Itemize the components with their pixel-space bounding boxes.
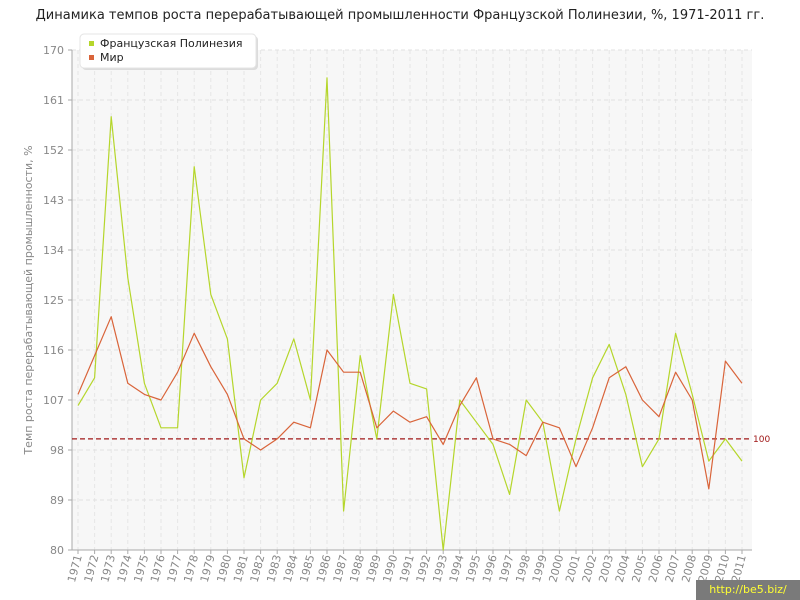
series-line-1 [77, 316, 743, 490]
y-tick-label: 161 [43, 94, 64, 107]
y-tick-label: 107 [43, 394, 64, 407]
y-tick-label: 170 [43, 44, 64, 57]
y-tick-label: 89 [50, 494, 64, 507]
y-axis-title: Темп роста перерабатывающей промышленнос… [22, 145, 35, 455]
legend-box [79, 33, 257, 69]
y-tick-label: 134 [43, 244, 64, 257]
legend-swatch [89, 41, 94, 46]
legend-label: Мир [100, 51, 124, 64]
watermark[interactable]: http://be5.biz/ [696, 580, 800, 600]
y-tick-label: 116 [43, 344, 64, 357]
y-tick-label: 125 [43, 294, 64, 307]
legend-swatch [89, 55, 94, 60]
y-tick-label: 80 [50, 544, 64, 557]
y-tick-label: 98 [50, 444, 64, 457]
reference-line-label: 100 [753, 435, 770, 445]
y-tick-label: 152 [43, 144, 64, 157]
chart-title: Динамика темпов роста перерабатывающей п… [35, 8, 765, 23]
y-tick-label: 143 [43, 194, 64, 207]
series-line-0 [77, 77, 743, 551]
legend-label: Французская Полинезия [100, 37, 243, 50]
